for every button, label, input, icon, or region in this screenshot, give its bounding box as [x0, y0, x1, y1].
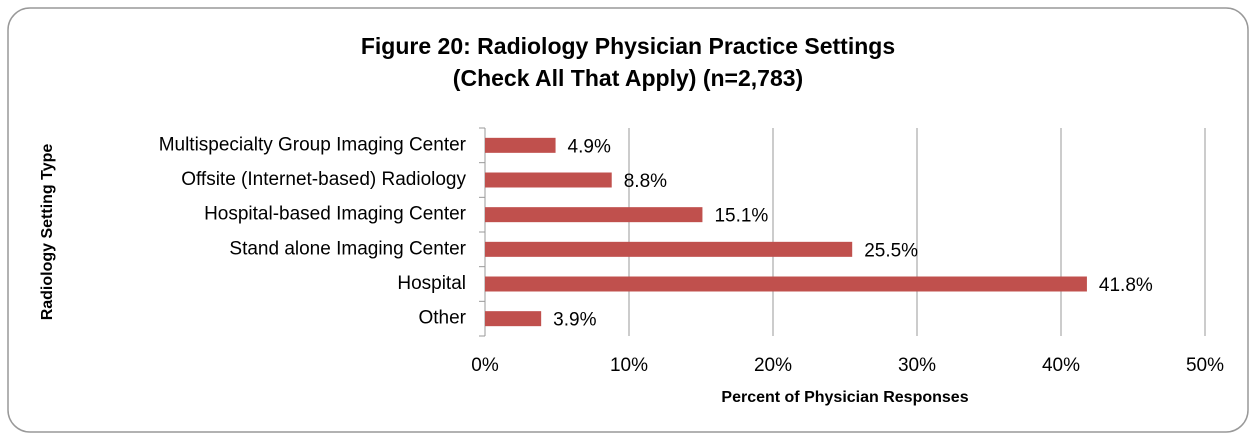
y-tick-label: Other — [418, 308, 466, 329]
bar — [485, 207, 703, 223]
bar — [485, 172, 612, 188]
y-tick-label: Multispecialty Group Imaging Center — [159, 134, 467, 155]
value-label: 3.9% — [553, 310, 596, 331]
value-label: 41.8% — [1099, 275, 1153, 296]
chart-title: Figure 20: Radiology Physician Practice … — [361, 33, 895, 59]
y-axis-label: Radiology Setting Type — [39, 144, 56, 321]
y-tick-label: Hospital — [397, 273, 466, 294]
x-tick-label: 30% — [898, 355, 936, 376]
chart-title: (Check All That Apply) (n=2,783) — [453, 65, 803, 91]
x-tick-label: 0% — [471, 355, 499, 376]
x-tick-label: 20% — [754, 355, 792, 376]
bar — [485, 311, 542, 327]
x-tick-label: 10% — [610, 355, 648, 376]
bar — [485, 276, 1087, 292]
x-tick-label: 40% — [1042, 355, 1080, 376]
value-label: 25.5% — [864, 240, 918, 261]
x-tick-label: 50% — [1186, 355, 1224, 376]
value-label: 4.9% — [568, 136, 611, 157]
bar — [485, 241, 853, 257]
x-axis-label: Percent of Physician Responses — [721, 389, 968, 406]
y-tick-label: Offsite (Internet-based) Radiology — [181, 169, 466, 190]
y-tick-label: Hospital-based Imaging Center — [204, 204, 467, 225]
bar — [485, 137, 556, 153]
y-tick-label: Stand alone Imaging Center — [229, 238, 466, 259]
value-label: 15.1% — [714, 206, 768, 227]
value-label: 8.8% — [624, 171, 667, 192]
